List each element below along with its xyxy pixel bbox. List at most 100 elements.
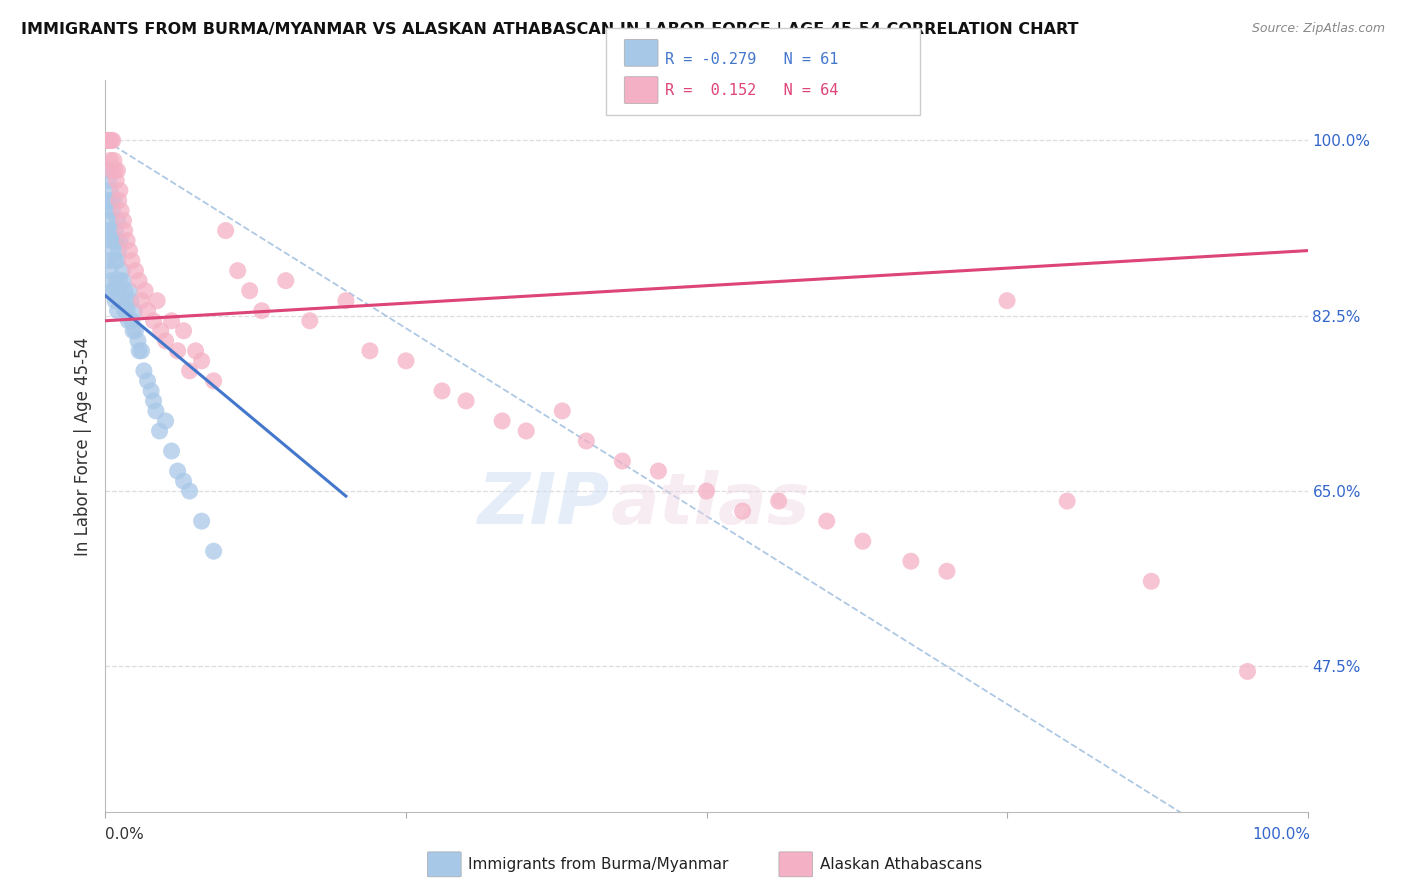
Point [118,284,141,298]
Point [136,374,159,388]
Point [149,324,172,338]
Point [1236,665,1258,679]
Point [136,303,159,318]
Point [107,194,129,208]
Text: Source: ZipAtlas.com: Source: ZipAtlas.com [1251,22,1385,36]
Point [101,133,124,147]
Point [101,244,124,258]
Point [105,173,128,187]
Point [142,393,165,408]
Point [731,504,754,518]
Point [101,203,124,218]
Point [100,163,122,178]
Point [98,133,121,147]
Point [335,293,357,308]
Point [107,284,129,298]
Point [202,374,225,388]
Point [104,253,127,268]
Point [551,404,574,418]
Point [226,263,249,277]
Point [1056,494,1078,508]
Point [122,324,145,338]
Point [146,293,169,308]
Point [124,263,146,277]
Point [98,213,121,227]
Point [107,244,129,258]
Point [274,274,297,288]
Point [111,263,134,277]
Point [139,384,162,398]
Point [395,354,418,368]
Text: R = -0.279   N = 61: R = -0.279 N = 61 [665,53,838,67]
Point [103,153,125,168]
Point [115,293,138,308]
Point [134,284,156,298]
Point [110,203,132,218]
Point [852,534,875,549]
Point [145,404,167,418]
Point [127,334,149,348]
Point [491,414,513,428]
Text: IMMIGRANTS FROM BURMA/MYANMAR VS ALASKAN ATHABASCAN IN LABOR FORCE | AGE 45-54 C: IMMIGRANTS FROM BURMA/MYANMAR VS ALASKAN… [21,22,1078,38]
Text: Immigrants from Burma/Myanmar: Immigrants from Burma/Myanmar [468,857,728,871]
Point [115,303,138,318]
Point [124,324,146,338]
Point [105,234,128,248]
Point [160,444,183,458]
Point [108,184,131,198]
Point [96,163,118,178]
Point [98,223,121,237]
Point [184,343,207,358]
Point [124,303,146,318]
Point [98,133,121,147]
Point [98,153,121,168]
Point [132,364,155,378]
Point [97,194,120,208]
Point [131,343,153,358]
Point [515,424,537,438]
Point [114,223,136,237]
Point [98,253,121,268]
Point [121,314,143,328]
Point [120,293,142,308]
Point [148,424,170,438]
Text: R =  0.152   N = 64: R = 0.152 N = 64 [665,83,838,97]
Point [105,274,128,288]
Text: 100.0%: 100.0% [1253,827,1310,841]
Point [104,223,127,237]
Point [103,194,125,208]
Point [190,354,212,368]
Point [239,284,262,298]
Point [155,414,177,428]
Point [98,173,121,187]
Point [115,234,138,248]
Point [128,343,150,358]
Point [108,234,131,248]
Y-axis label: In Labor Force | Age 45-54: In Labor Force | Age 45-54 [75,336,93,556]
Point [179,484,201,499]
Point [107,163,129,178]
Point [250,303,273,318]
Point [430,384,453,398]
Point [190,514,212,528]
Point [103,284,125,298]
Point [107,213,129,227]
Point [179,364,201,378]
Point [202,544,225,558]
Point [104,293,127,308]
Point [131,293,153,308]
Point [696,484,718,499]
Point [155,334,177,348]
Point [454,393,477,408]
Point [995,293,1018,308]
Point [612,454,634,468]
Point [98,184,121,198]
Point [96,133,118,147]
Point [100,234,122,248]
Text: atlas: atlas [610,470,810,539]
Point [575,434,598,448]
Point [768,494,790,508]
Point [97,133,120,147]
Point [815,514,838,528]
Point [647,464,669,478]
